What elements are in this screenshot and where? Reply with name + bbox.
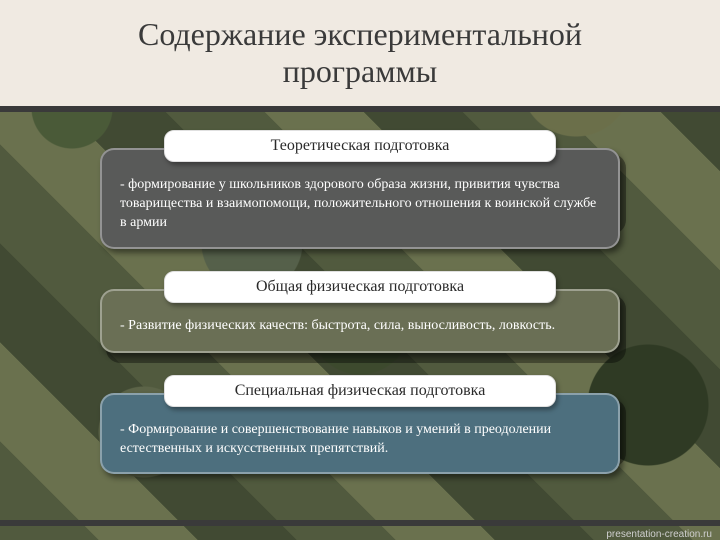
block-header: Специальная физическая подготовка: [164, 375, 556, 407]
title-band: Содержание экспериментальной программы: [0, 0, 720, 106]
block-header-label: Теоретическая подготовка: [271, 137, 450, 154]
content-area: Теоретическая подготовка - формирование …: [0, 130, 720, 510]
block-header: Общая физическая подготовка: [164, 271, 556, 303]
footer-credit: presentation-creation.ru: [606, 529, 712, 540]
block-special-physical: Специальная физическая подготовка - Форм…: [100, 375, 620, 475]
block-header: Теоретическая подготовка: [164, 130, 556, 162]
block-general-physical: Общая физическая подготовка - Развитие ф…: [100, 271, 620, 353]
divider-top: [0, 106, 720, 112]
slide: Содержание экспериментальной программы Т…: [0, 0, 720, 540]
block-body-text: - формирование у школьников здорового об…: [120, 177, 596, 230]
block-header-label: Общая физическая подготовка: [256, 278, 464, 295]
page-title: Содержание экспериментальной программы: [138, 16, 582, 90]
divider-bottom: [0, 520, 720, 526]
block-theoretical: Теоретическая подготовка - формирование …: [100, 130, 620, 249]
block-body-text: - Формирование и совершенствование навык…: [120, 422, 551, 456]
block-body-text: - Развитие физических качеств: быстрота,…: [120, 318, 555, 333]
block-body: - формирование у школьников здорового об…: [100, 148, 620, 249]
block-header-label: Специальная физическая подготовка: [235, 382, 486, 399]
